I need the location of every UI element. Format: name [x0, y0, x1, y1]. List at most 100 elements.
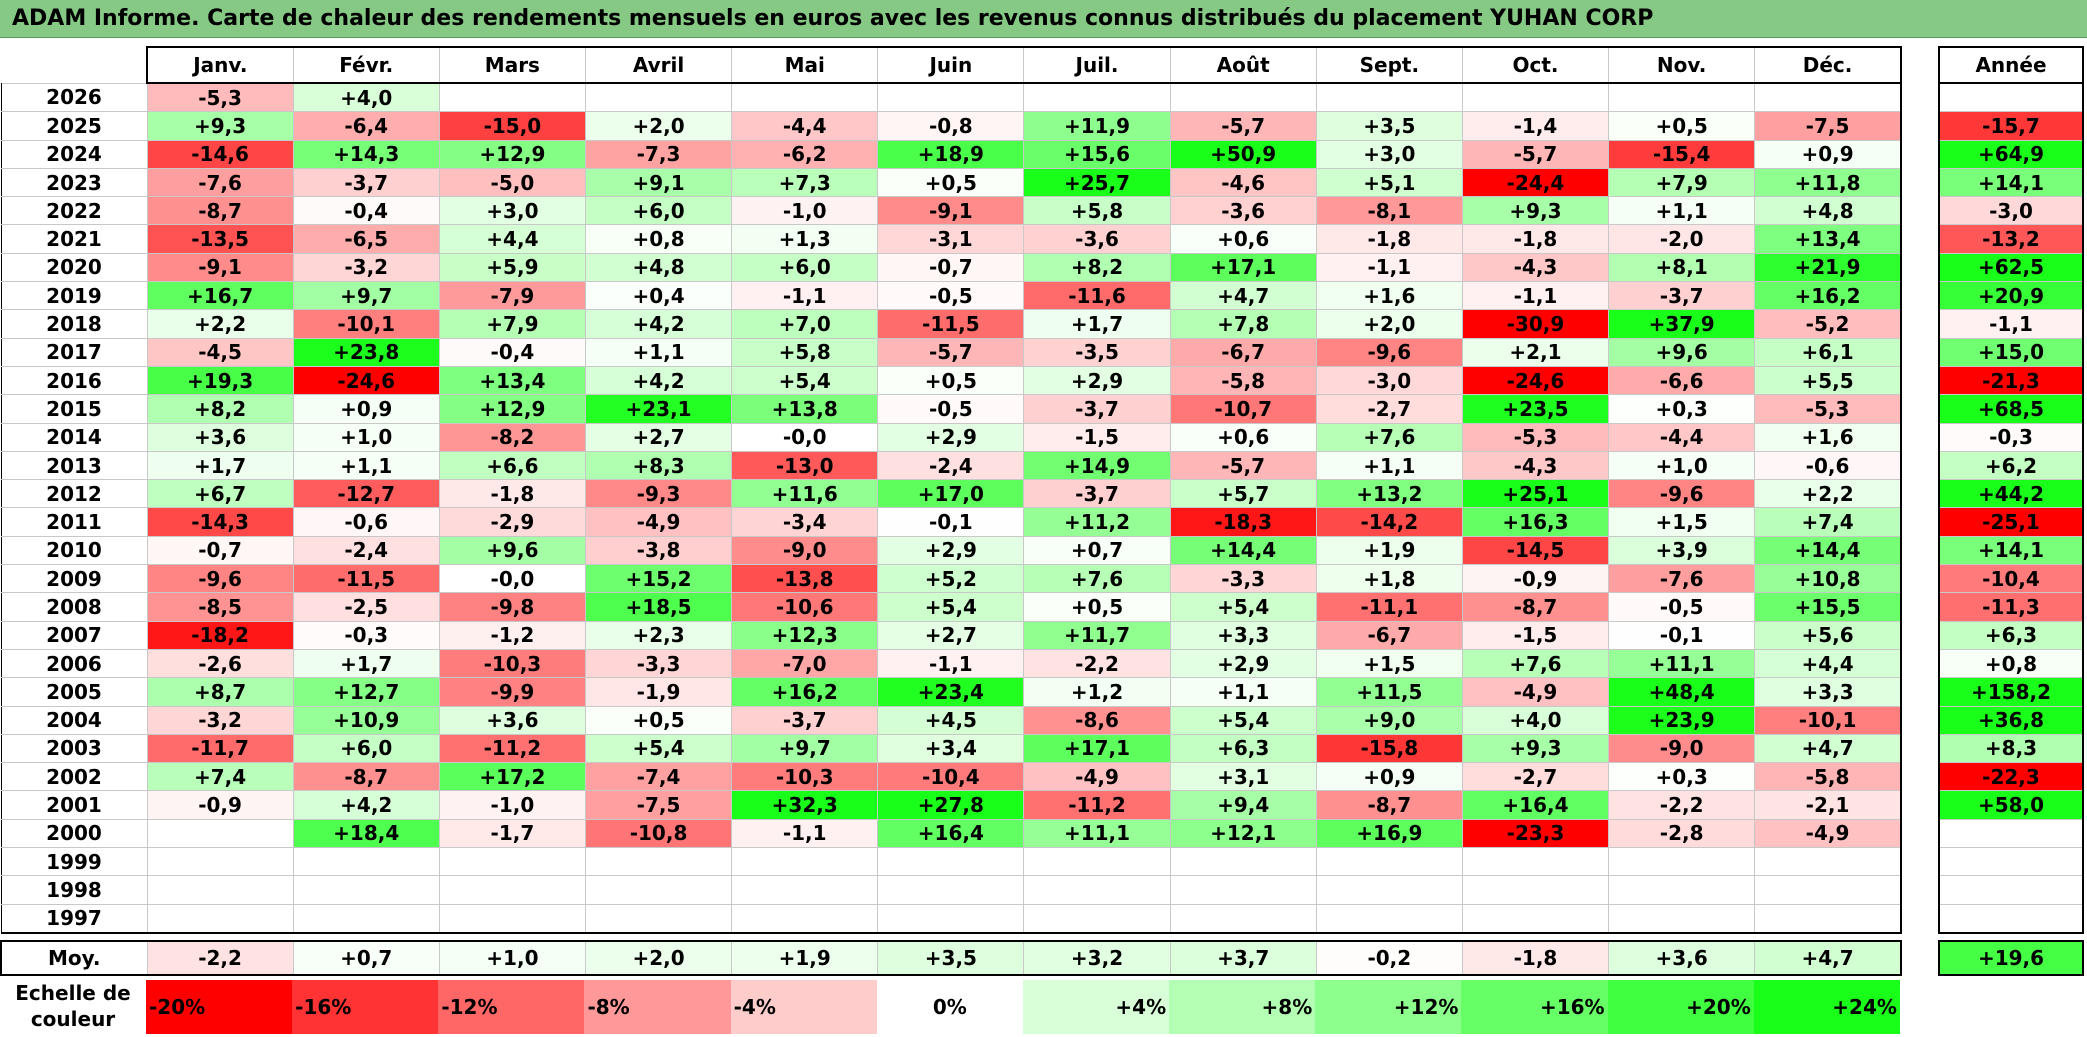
row-year-label: 2022 [0, 196, 148, 226]
color-scale-swatch: +12% [1315, 980, 1462, 1034]
heatmap-cell: -2,1 [1754, 790, 1902, 820]
heatmap-cell [731, 82, 879, 113]
heatmap-cell: +2,9 [1169, 648, 1317, 679]
heatmap-cell: -12,7 [292, 479, 440, 509]
annual-row: +58,0 [1938, 790, 2084, 820]
annual-cell: -25,1 [1938, 507, 2084, 537]
heatmap-cell: -1,1 [877, 648, 1025, 679]
row-year-label: 2026 [0, 82, 148, 113]
heatmap-cell: +5,4 [1169, 705, 1317, 735]
heatmap-cell [731, 875, 879, 905]
annual-cell: +62,5 [1938, 252, 2084, 283]
heatmap-cell: -4,4 [731, 111, 879, 141]
heatmap-cell: +0,6 [1169, 224, 1317, 254]
row-year-label: 2021 [0, 224, 148, 254]
annual-row [1938, 82, 2084, 113]
table-row: 2018 +2,2 -10,1 +7,9 +4,2 +7,0 -11,5 +1,7 +7,8 +2… [0, 309, 1902, 339]
annual-cell: -11,3 [1938, 592, 2084, 622]
heatmap-cell: -14,3 [146, 507, 294, 537]
heatmap-cell: -8,6 [1023, 705, 1171, 735]
row-year-label: 2007 [0, 620, 148, 650]
heatmap-cell [292, 847, 440, 877]
heatmap-cell: +1,1 [292, 450, 440, 481]
heatmap-cell: -8,7 [146, 196, 294, 226]
row-year-label: 2018 [0, 309, 148, 339]
heatmap-cell: -5,0 [438, 167, 586, 198]
heatmap-cell: +19,3 [146, 365, 294, 396]
heatmap-cell: +0,6 [1169, 422, 1317, 452]
annual-header: Année [1938, 46, 2084, 84]
table-row: 2015 +8,2 +0,9 +12,9 +23,1 +13,8 -0,5 -3,7 -10,7… [0, 394, 1902, 424]
annual-row: -21,3 [1938, 365, 2084, 396]
month-header: Mars [438, 46, 586, 84]
heatmap-cell: +6,6 [438, 450, 586, 481]
heatmap-cell: +11,6 [731, 479, 879, 509]
heatmap-cell: -9,8 [438, 592, 586, 622]
heatmap-cell: +4,0 [292, 82, 440, 113]
color-scale-swatch: 0% [876, 980, 1023, 1034]
month-header: Avril [584, 46, 733, 84]
row-year-label: 1998 [0, 875, 148, 905]
annual-row: +62,5 [1938, 252, 2084, 283]
annual-row: -22,3 [1938, 762, 2084, 792]
heatmap-cell: +0,5 [584, 705, 733, 735]
row-year-label: 2011 [0, 507, 148, 537]
heatmap-cell: +3,9 [1608, 535, 1756, 566]
heatmap-cell: -1,5 [1461, 620, 1610, 650]
annual-row: +6,2 [1938, 450, 2084, 481]
heatmap-cell: +2,2 [1754, 479, 1902, 509]
heatmap-cell: +7,9 [438, 309, 586, 339]
heatmap-cell: -13,5 [146, 224, 294, 254]
average-cell: +3,5 [877, 939, 1025, 976]
heatmap-cell: -2,4 [877, 450, 1025, 481]
annual-row: -10,4 [1938, 564, 2084, 594]
annual-row: -11,3 [1938, 592, 2084, 622]
row-year-label: 1999 [0, 847, 148, 877]
heatmap-cell: +8,1 [1608, 252, 1756, 283]
annual-row: -25,1 [1938, 507, 2084, 537]
annual-cell: +14,1 [1938, 167, 2084, 198]
heatmap-cell: +1,2 [1023, 677, 1171, 707]
heatmap-cell [1608, 903, 1756, 934]
heatmap-cell: +11,9 [1023, 111, 1171, 141]
heatmap-cell: +3,3 [1754, 677, 1902, 707]
heatmap-cell: -7,0 [731, 648, 879, 679]
month-header: Août [1169, 46, 1317, 84]
heatmap-cell: +9,6 [1608, 337, 1756, 367]
month-header: Juin [877, 46, 1025, 84]
annual-cell [1938, 82, 2084, 113]
heatmap-cell: -1,8 [1315, 224, 1463, 254]
heatmap-cell [146, 875, 294, 905]
heatmap-cell: +7,4 [1754, 507, 1902, 537]
heatmap-cell: +7,6 [1315, 422, 1463, 452]
heatmap-cell: -7,5 [1754, 111, 1902, 141]
table-row: 2010 -0,7 -2,4 +9,6 -3,8 -9,0 +2,9 +0,7 +14,4 +1,… [0, 535, 1902, 566]
heatmap-cell: -3,3 [584, 648, 733, 679]
annual-average-row: +19,6 [1938, 939, 2084, 976]
heatmap-cell: +5,2 [877, 564, 1025, 594]
heatmap-cell [1315, 875, 1463, 905]
heatmap-cell [1461, 82, 1610, 113]
table-row: 2017 -4,5 +23,8 -0,4 +1,1 +5,8 -5,7 -3,5 -6,7 -9,… [0, 337, 1902, 367]
heatmap-cell: -4,4 [1608, 422, 1756, 452]
heatmap-cell: +16,9 [1315, 818, 1463, 849]
heatmap-cell: -5,8 [1169, 365, 1317, 396]
heatmap-cell: +2,0 [1315, 309, 1463, 339]
table-row: 2021 -13,5 -6,5 +4,4 +0,8 +1,3 -3,1 -3,6 +0,6 -1,… [0, 224, 1902, 254]
heatmap-cell: +0,5 [877, 365, 1025, 396]
annual-row: +0,8 [1938, 648, 2084, 679]
heatmap-cell: -1,2 [438, 620, 586, 650]
heatmap-cell: -24,6 [1461, 365, 1610, 396]
row-year-label: 2013 [0, 450, 148, 481]
table-row: 2004 -3,2 +10,9 +3,6 +0,5 -3,7 +4,5 -8,6 +5,4 +9,… [0, 705, 1902, 735]
heatmap-cell: -3,7 [1608, 281, 1756, 311]
heatmap-cell: -9,1 [146, 252, 294, 283]
heatmap-cell: -0,0 [438, 564, 586, 594]
heatmap-cell: -15,4 [1608, 139, 1756, 169]
heatmap-cell: +9,1 [584, 167, 733, 198]
heatmap-cell: +1,0 [1608, 450, 1756, 481]
heatmap-cell: -2,2 [1023, 648, 1171, 679]
heatmap-cell: -2,7 [1461, 762, 1610, 792]
heatmap-cell: +8,3 [584, 450, 733, 481]
color-scale-swatch: +16% [1461, 980, 1608, 1034]
